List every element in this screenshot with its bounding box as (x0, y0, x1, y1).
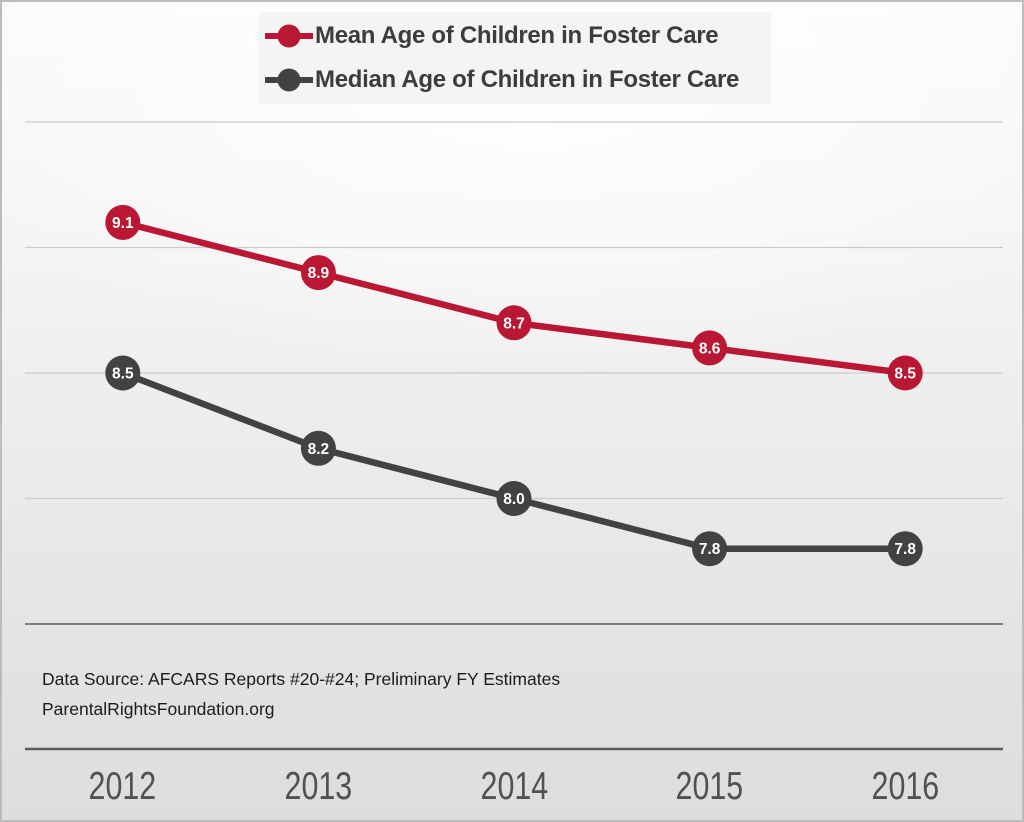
x-axis-label-2016: 2016 (807, 765, 1003, 809)
data-point-label: 7.8 (894, 541, 916, 558)
legend-label-median: Median Age of Children in Foster Care (315, 66, 740, 93)
source-org-line: ParentalRightsFoundation.org (42, 699, 275, 719)
x-axis-label-2015: 2015 (612, 765, 808, 809)
data-point-label: 8.2 (308, 441, 330, 458)
data-point-marker (300, 430, 336, 466)
data-point-marker (692, 330, 728, 366)
data-point-label: 7.8 (699, 541, 721, 558)
data-source-line: Data Source: AFCARS Reports #20-#24; Pre… (42, 669, 561, 689)
data-source-note: Data Source: AFCARS Reports #20-#24; Pre… (42, 664, 560, 724)
data-point-marker (887, 355, 923, 391)
data-point-marker (887, 531, 923, 567)
data-point-label: 8.7 (503, 315, 525, 332)
x-axis-label-2014: 2014 (416, 765, 612, 809)
chart-legend: Mean Age of Children in Foster Care Medi… (259, 12, 771, 104)
series-line (119, 219, 909, 377)
data-point-label: 8.0 (503, 491, 525, 508)
x-axis-label-text: 2016 (871, 765, 940, 808)
legend-label-mean: Mean Age of Children in Foster Care (315, 22, 719, 49)
data-point-label: 8.9 (308, 265, 330, 282)
legend-item-median: Median Age of Children in Foster Care (263, 66, 767, 94)
x-axis-label-text: 2015 (675, 765, 744, 808)
x-axis-label-text: 2012 (88, 765, 157, 808)
legend-circle-swatch (277, 68, 301, 92)
data-point-label: 8.5 (112, 366, 134, 383)
series-line (119, 369, 909, 552)
x-axis-label-text: 2014 (480, 765, 548, 808)
median-series-marker-icon (265, 68, 313, 92)
data-point-label: 9.1 (112, 215, 134, 232)
x-axis-label-2013: 2013 (221, 765, 417, 809)
mean-series-marker-icon (265, 24, 313, 48)
data-point-label: 8.5 (894, 366, 916, 383)
data-point-marker (105, 204, 141, 240)
data-point-marker (692, 531, 728, 567)
x-axis-label-2012: 2012 (25, 765, 221, 809)
data-point-marker (300, 255, 336, 291)
data-point-marker (496, 305, 532, 341)
data-point-marker (105, 355, 141, 391)
legend-item-mean: Mean Age of Children in Foster Care (263, 22, 767, 50)
data-point-label: 8.6 (699, 340, 721, 357)
legend-circle-swatch (277, 24, 301, 48)
data-point-marker (496, 481, 532, 516)
x-axis: 2012 2013 2014 2015 2016 (25, 765, 1003, 809)
x-axis-label-text: 2013 (284, 765, 353, 808)
